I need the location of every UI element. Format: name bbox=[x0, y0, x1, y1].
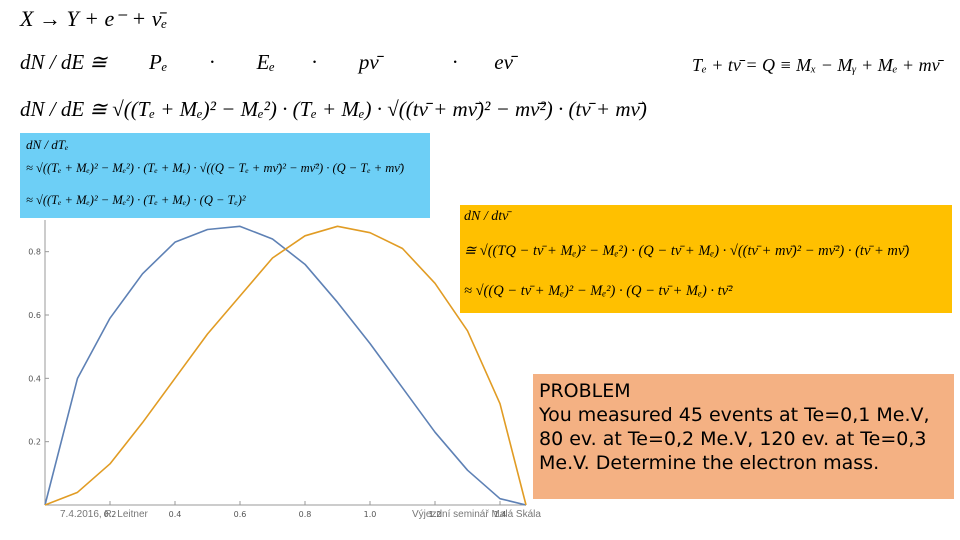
electron-line: ≈ √((Tₑ + Mₑ)² − Mₑ²) · (Tₑ + Mₑ) · (Q −… bbox=[26, 193, 246, 207]
energy-eq: Tₑ + tν̄ = Q ≡ Mₓ − Mᵧ + Mₑ + mν̄ bbox=[692, 55, 940, 75]
y-tick-label: 0.2 bbox=[28, 438, 41, 447]
x-tick-label: 0.2 bbox=[104, 510, 117, 519]
x-tick-label: 1.2 bbox=[429, 510, 442, 519]
problem-title: PROBLEM bbox=[539, 380, 631, 402]
x-tick-label: 0.6 bbox=[234, 510, 247, 519]
y-tick-label: 0.6 bbox=[28, 311, 41, 320]
y-tick-label: 0.8 bbox=[28, 248, 41, 257]
electron-line: ≈ √((Tₑ + Mₑ)² − Mₑ²) · (Tₑ + Mₑ) · √((Q… bbox=[26, 161, 405, 175]
neutrino-line: ≅ √((TQ − tν̄ + Mₑ)² − Mₑ²) · (Q − tν̄ +… bbox=[464, 243, 910, 259]
footer-event: Výjezdní seminář Malá Skála bbox=[412, 509, 541, 520]
neutrino-line: ≈ √((Q − tν̄ + Mₑ)² − Mₑ²) · (Q − tν̄ + … bbox=[464, 283, 733, 299]
spectrum-line bbox=[44, 225, 527, 506]
neutrino-title: dN / dtν̄ bbox=[464, 209, 509, 224]
spectrum-line bbox=[44, 225, 527, 506]
x-tick-label: 0.8 bbox=[299, 510, 312, 519]
y-tick-label: 0.4 bbox=[28, 374, 41, 383]
x-tick-label: 1.4 bbox=[494, 510, 507, 519]
reaction: X → Y + e⁻ + ν̄ₑ bbox=[20, 6, 168, 31]
x-tick-label: 0.4 bbox=[169, 510, 182, 519]
x-tick-label: 1.0 bbox=[364, 510, 377, 519]
electron-box: dN / dTₑ ≈ √((Tₑ + Mₑ)² − Mₑ²) · (Tₑ + M… bbox=[20, 133, 430, 218]
problem-box: PROBLEM You measured 45 events at Te=0,1… bbox=[533, 374, 954, 499]
neutrino-box: dN / dtν̄ ≅ √((TQ − tν̄ + Mₑ)² − Mₑ²) · … bbox=[460, 205, 952, 313]
problem-text: You measured 45 events at Te=0,1 Me.V, 8… bbox=[539, 404, 930, 474]
full-eq: dN / dE ≅ √((Tₑ + Mₑ)² − Mₑ²) · (Tₑ + Mₑ… bbox=[20, 97, 647, 121]
electron-title: dN / dTₑ bbox=[26, 137, 69, 152]
footer-date: 7.4.2016, R. Leitner bbox=[60, 509, 148, 520]
proportional-eq: dN / dE ≅ Pₑ · Eₑ · pν̄ · eν̄ bbox=[20, 50, 513, 74]
